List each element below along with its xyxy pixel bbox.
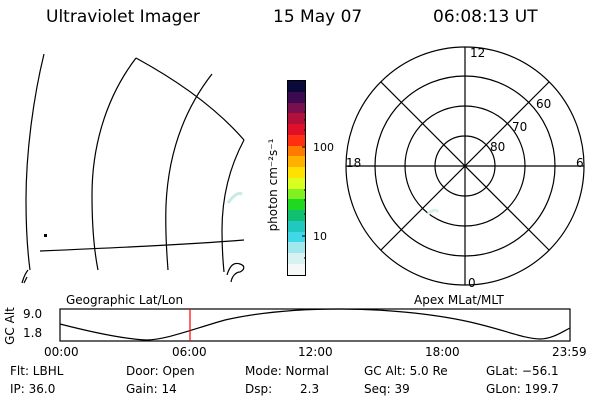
color-bar-band [288,253,305,265]
dsp-label: Dsp: [245,382,273,396]
color-bar [287,80,306,276]
x-tick-0: 00:00 [44,345,79,359]
color-bar-band [288,81,305,92]
filter-info: Flt: LBHL [10,364,64,378]
altitude-curve [59,308,571,341]
mode-info: Mode: Normal [245,364,329,378]
x-tick-2359: 23:59 [552,345,587,359]
dsp-value: 2.3 [300,382,320,396]
map-longitude-line [25,53,45,271]
polar-mlt-12: 12 [470,46,486,60]
color-bar-tick-10: 10 [313,230,327,243]
color-bar-band [288,264,305,275]
map-marker-dot [44,234,47,237]
ip-info: IP: 36.0 [10,382,56,396]
time-label: 06:08:13 UT [433,7,538,27]
color-bar-band [288,113,305,125]
x-tick-6: 06:00 [172,345,207,359]
color-bar-tick-100: 100 [313,141,334,154]
altitude-frame [59,308,571,342]
color-bar-band [288,220,305,232]
map-longitude-line [165,73,213,271]
map-latitude-line [135,57,245,141]
gc-alt-info: GC Alt: 5.0 Re [364,364,448,378]
map-coast-fragment [226,262,245,283]
color-bar-band [288,134,305,146]
gain-info: Gain: 14 [126,382,177,396]
color-bar-band [288,124,305,135]
polar-lat-60: 60 [536,97,552,111]
color-bar-band [288,102,305,114]
polar-faint-aurora [426,208,440,216]
color-bar-band [288,188,305,200]
color-bar-band [288,91,305,103]
polar-mlt-18: 18 [346,156,362,170]
instrument-title: Ultraviolet Imager [46,7,200,27]
map-coast-fragment [21,269,29,284]
color-bar-band [288,156,305,168]
polar-mlt-0: 0 [468,276,476,290]
x-tick-18: 18:00 [425,345,460,359]
y-tick-1-8: 1.8 [23,326,43,340]
polar-mlt-6: 6 [576,156,584,170]
color-bar-band [288,199,305,211]
polar-lat-70: 70 [512,120,528,134]
seq-info: Seq: 39 [364,382,410,396]
glon-info: GLon: 199.7 [486,382,559,396]
geographic-title: Geographic Lat/Lon [66,293,184,307]
color-bar-band [288,231,305,243]
y-tick-9: 9.0 [23,307,43,321]
date-label: 15 May 07 [273,7,363,27]
apex-title: Apex MLat/MLT [414,293,504,307]
glat-info: GLat: −56.1 [486,364,559,378]
color-bar-band [288,210,305,221]
polar-lat-80: 80 [490,140,506,154]
map-longitude-line [221,139,245,273]
polar-diagonal [380,81,550,251]
color-bar-band [288,145,305,157]
x-tick-12: 12:00 [298,345,333,359]
color-bar-band [288,242,305,254]
map-faint-aurora [226,192,243,204]
color-bar-band [288,167,305,178]
door-info: Door: Open [126,364,195,378]
color-bar-band [288,177,305,189]
map-latitude-line [39,239,245,252]
